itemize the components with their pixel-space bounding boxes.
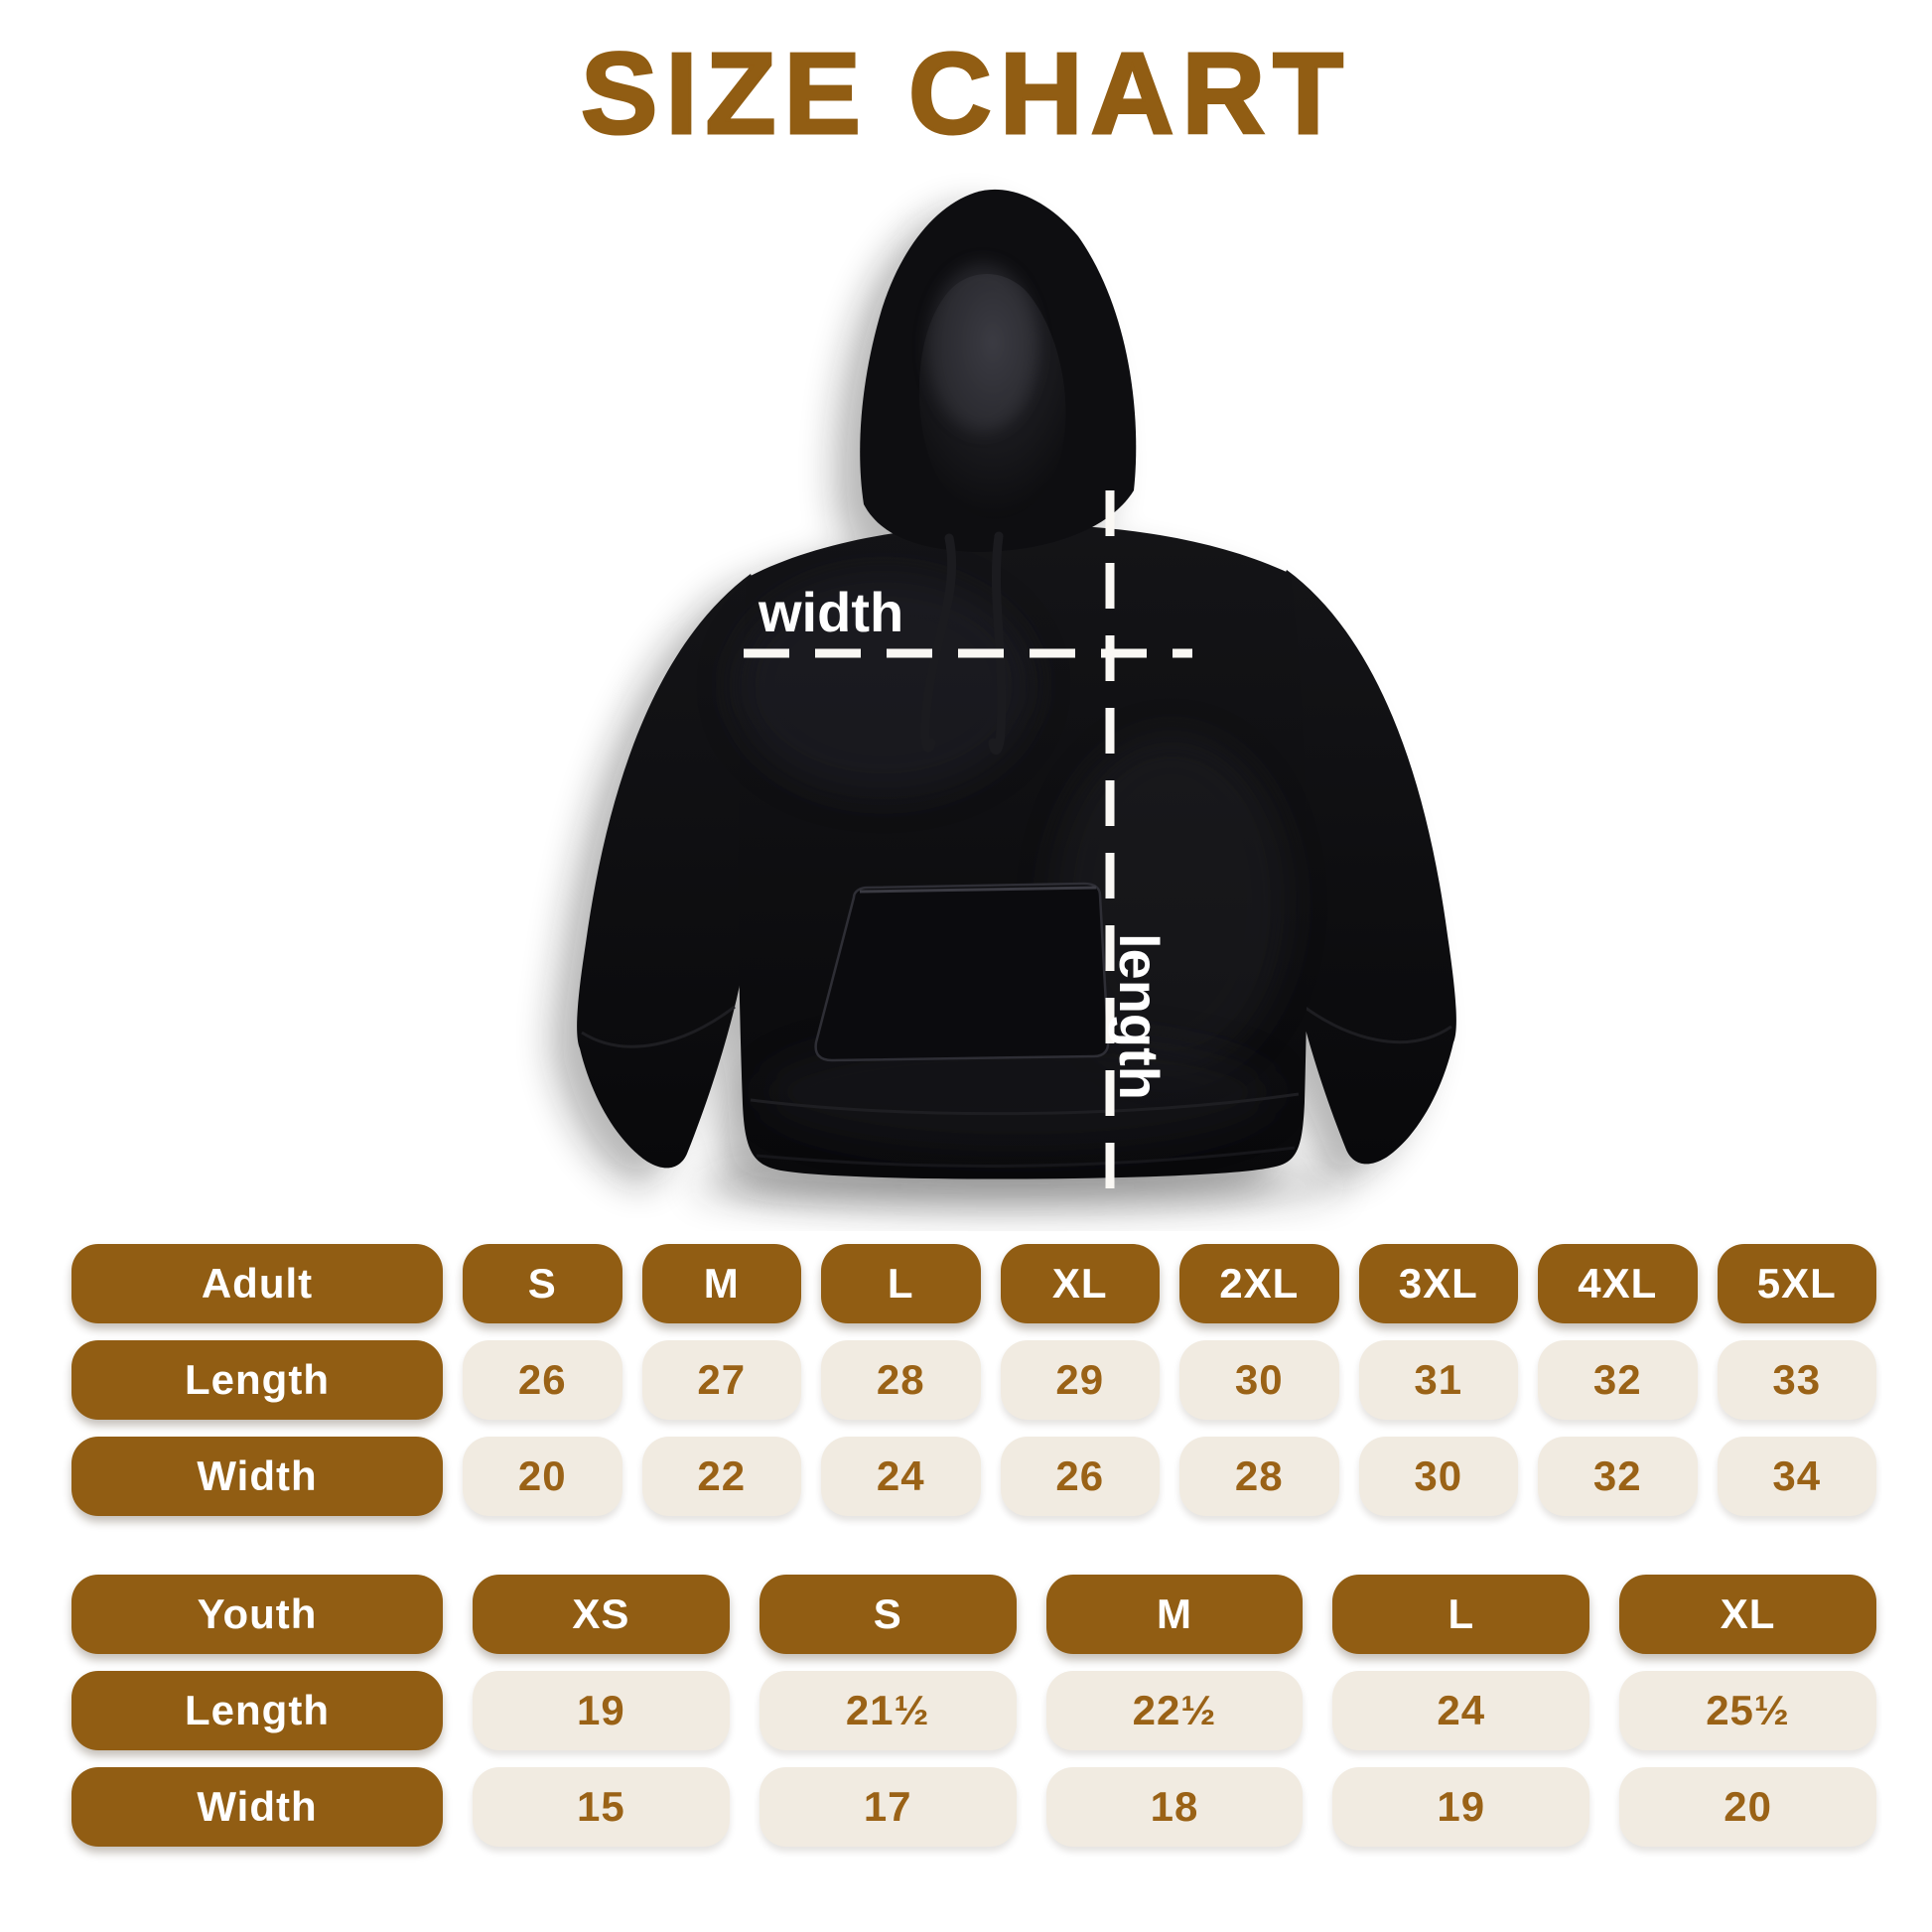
adult-size-header-4xl: 4XL	[1538, 1244, 1698, 1323]
adult-length-value: 27	[641, 1340, 801, 1420]
adult-width-value: 30	[1358, 1437, 1518, 1516]
youth-width-value: 15	[473, 1767, 730, 1847]
adult-size-header-l: L	[821, 1244, 981, 1323]
youth-width-row-label: Width	[71, 1767, 443, 1847]
youth-length-value: 25½	[1619, 1671, 1876, 1750]
youth-size-header-m: M	[1045, 1575, 1304, 1654]
drawstring-left	[920, 533, 957, 753]
youth-length-value: 19	[473, 1671, 730, 1750]
hoodie-figure: width length	[516, 149, 1489, 1231]
youth-table-title: Youth	[71, 1575, 443, 1654]
youth-size-table: Youth XS S M L XL Length 19 21½ 22½ 24 2…	[71, 1575, 1876, 1847]
adult-length-row-label: Length	[71, 1340, 443, 1420]
youth-length-value: 22½	[1045, 1671, 1304, 1750]
youth-size-header-xs: XS	[473, 1575, 730, 1654]
adult-width-value: 28	[1179, 1437, 1339, 1516]
drawstring-right	[988, 531, 1007, 756]
adult-width-value: 32	[1538, 1437, 1698, 1516]
adult-width-value: 24	[821, 1437, 981, 1516]
youth-size-header-s: S	[759, 1575, 1017, 1654]
youth-size-header-l: L	[1332, 1575, 1590, 1654]
youth-length-value: 21½	[759, 1671, 1017, 1750]
adult-length-value: 31	[1358, 1340, 1518, 1420]
adult-size-header-2xl: 2XL	[1179, 1244, 1339, 1323]
youth-width-value: 17	[759, 1767, 1017, 1847]
adult-size-header-s: S	[463, 1244, 622, 1323]
adult-length-value: 32	[1538, 1340, 1698, 1420]
adult-width-row-label: Width	[71, 1437, 443, 1516]
adult-length-value: 26	[463, 1340, 622, 1420]
youth-length-value: 24	[1332, 1671, 1590, 1750]
youth-size-header-xl: XL	[1619, 1575, 1876, 1654]
adult-size-header-3xl: 3XL	[1358, 1244, 1518, 1323]
adult-width-value: 26	[1000, 1437, 1160, 1516]
adult-size-header-5xl: 5XL	[1717, 1244, 1876, 1323]
youth-width-value: 19	[1332, 1767, 1590, 1847]
hoodie-pocket	[814, 882, 1110, 1062]
adult-length-value: 28	[821, 1340, 981, 1420]
adult-length-value: 29	[1000, 1340, 1160, 1420]
youth-length-row-label: Length	[71, 1671, 443, 1750]
adult-width-value: 22	[641, 1437, 801, 1516]
youth-width-value: 20	[1619, 1767, 1876, 1847]
adult-width-value: 34	[1717, 1437, 1876, 1516]
adult-table-title: Adult	[71, 1244, 443, 1323]
adult-length-value: 30	[1179, 1340, 1339, 1420]
adult-width-value: 20	[463, 1437, 622, 1516]
adult-size-header-xl: XL	[1000, 1244, 1160, 1323]
adult-length-value: 33	[1717, 1340, 1876, 1420]
length-label: length	[1108, 933, 1171, 1100]
adult-size-header-m: M	[641, 1244, 801, 1323]
width-label: width	[758, 581, 903, 643]
youth-width-value: 18	[1045, 1767, 1304, 1847]
hoodie-image: width length	[551, 189, 1456, 1212]
adult-size-table: Adult S M L XL 2XL 3XL 4XL 5XL Length 26…	[71, 1244, 1876, 1516]
page-title: SIZE CHART	[580, 29, 1351, 158]
